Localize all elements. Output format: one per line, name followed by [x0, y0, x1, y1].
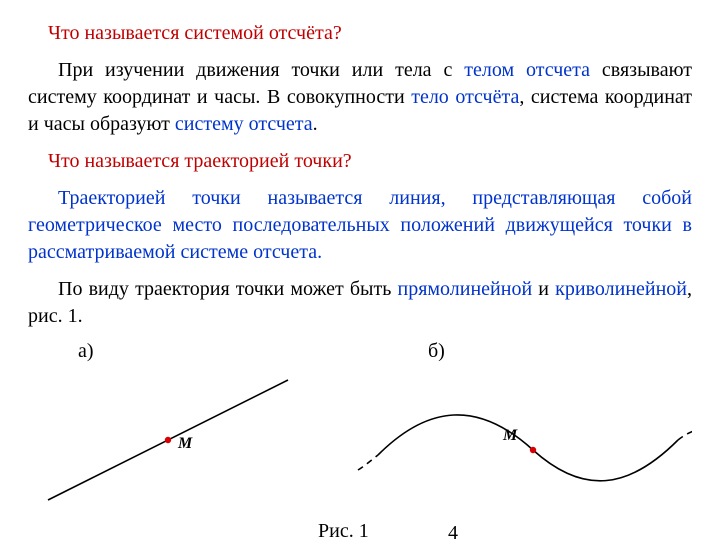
curve-dash-before [358, 455, 378, 470]
point-label-m-b: M [503, 427, 517, 445]
figure-1: а) б) M M Рис. 1 4 [28, 340, 692, 550]
paragraph-3: По виду траектория точки может быть прям… [28, 276, 692, 330]
trajectory-svg [28, 340, 692, 540]
curve-dash-after [678, 430, 692, 440]
question-1: Что называется системой отсчёта? [28, 20, 692, 47]
point-m-b [530, 447, 536, 453]
page-number: 4 [448, 522, 458, 545]
point-label-m-a: M [178, 435, 192, 453]
page: Что называется системой отсчёта? При изу… [0, 0, 720, 560]
paragraph-1: При изучении движения точки или тела с т… [28, 57, 692, 138]
curved-trajectory [378, 415, 678, 481]
question-2: Что называется траекторией точки? [28, 148, 692, 175]
point-m-a [165, 437, 171, 443]
paragraph-2: Траекторией точки называется линия, пред… [28, 185, 692, 266]
